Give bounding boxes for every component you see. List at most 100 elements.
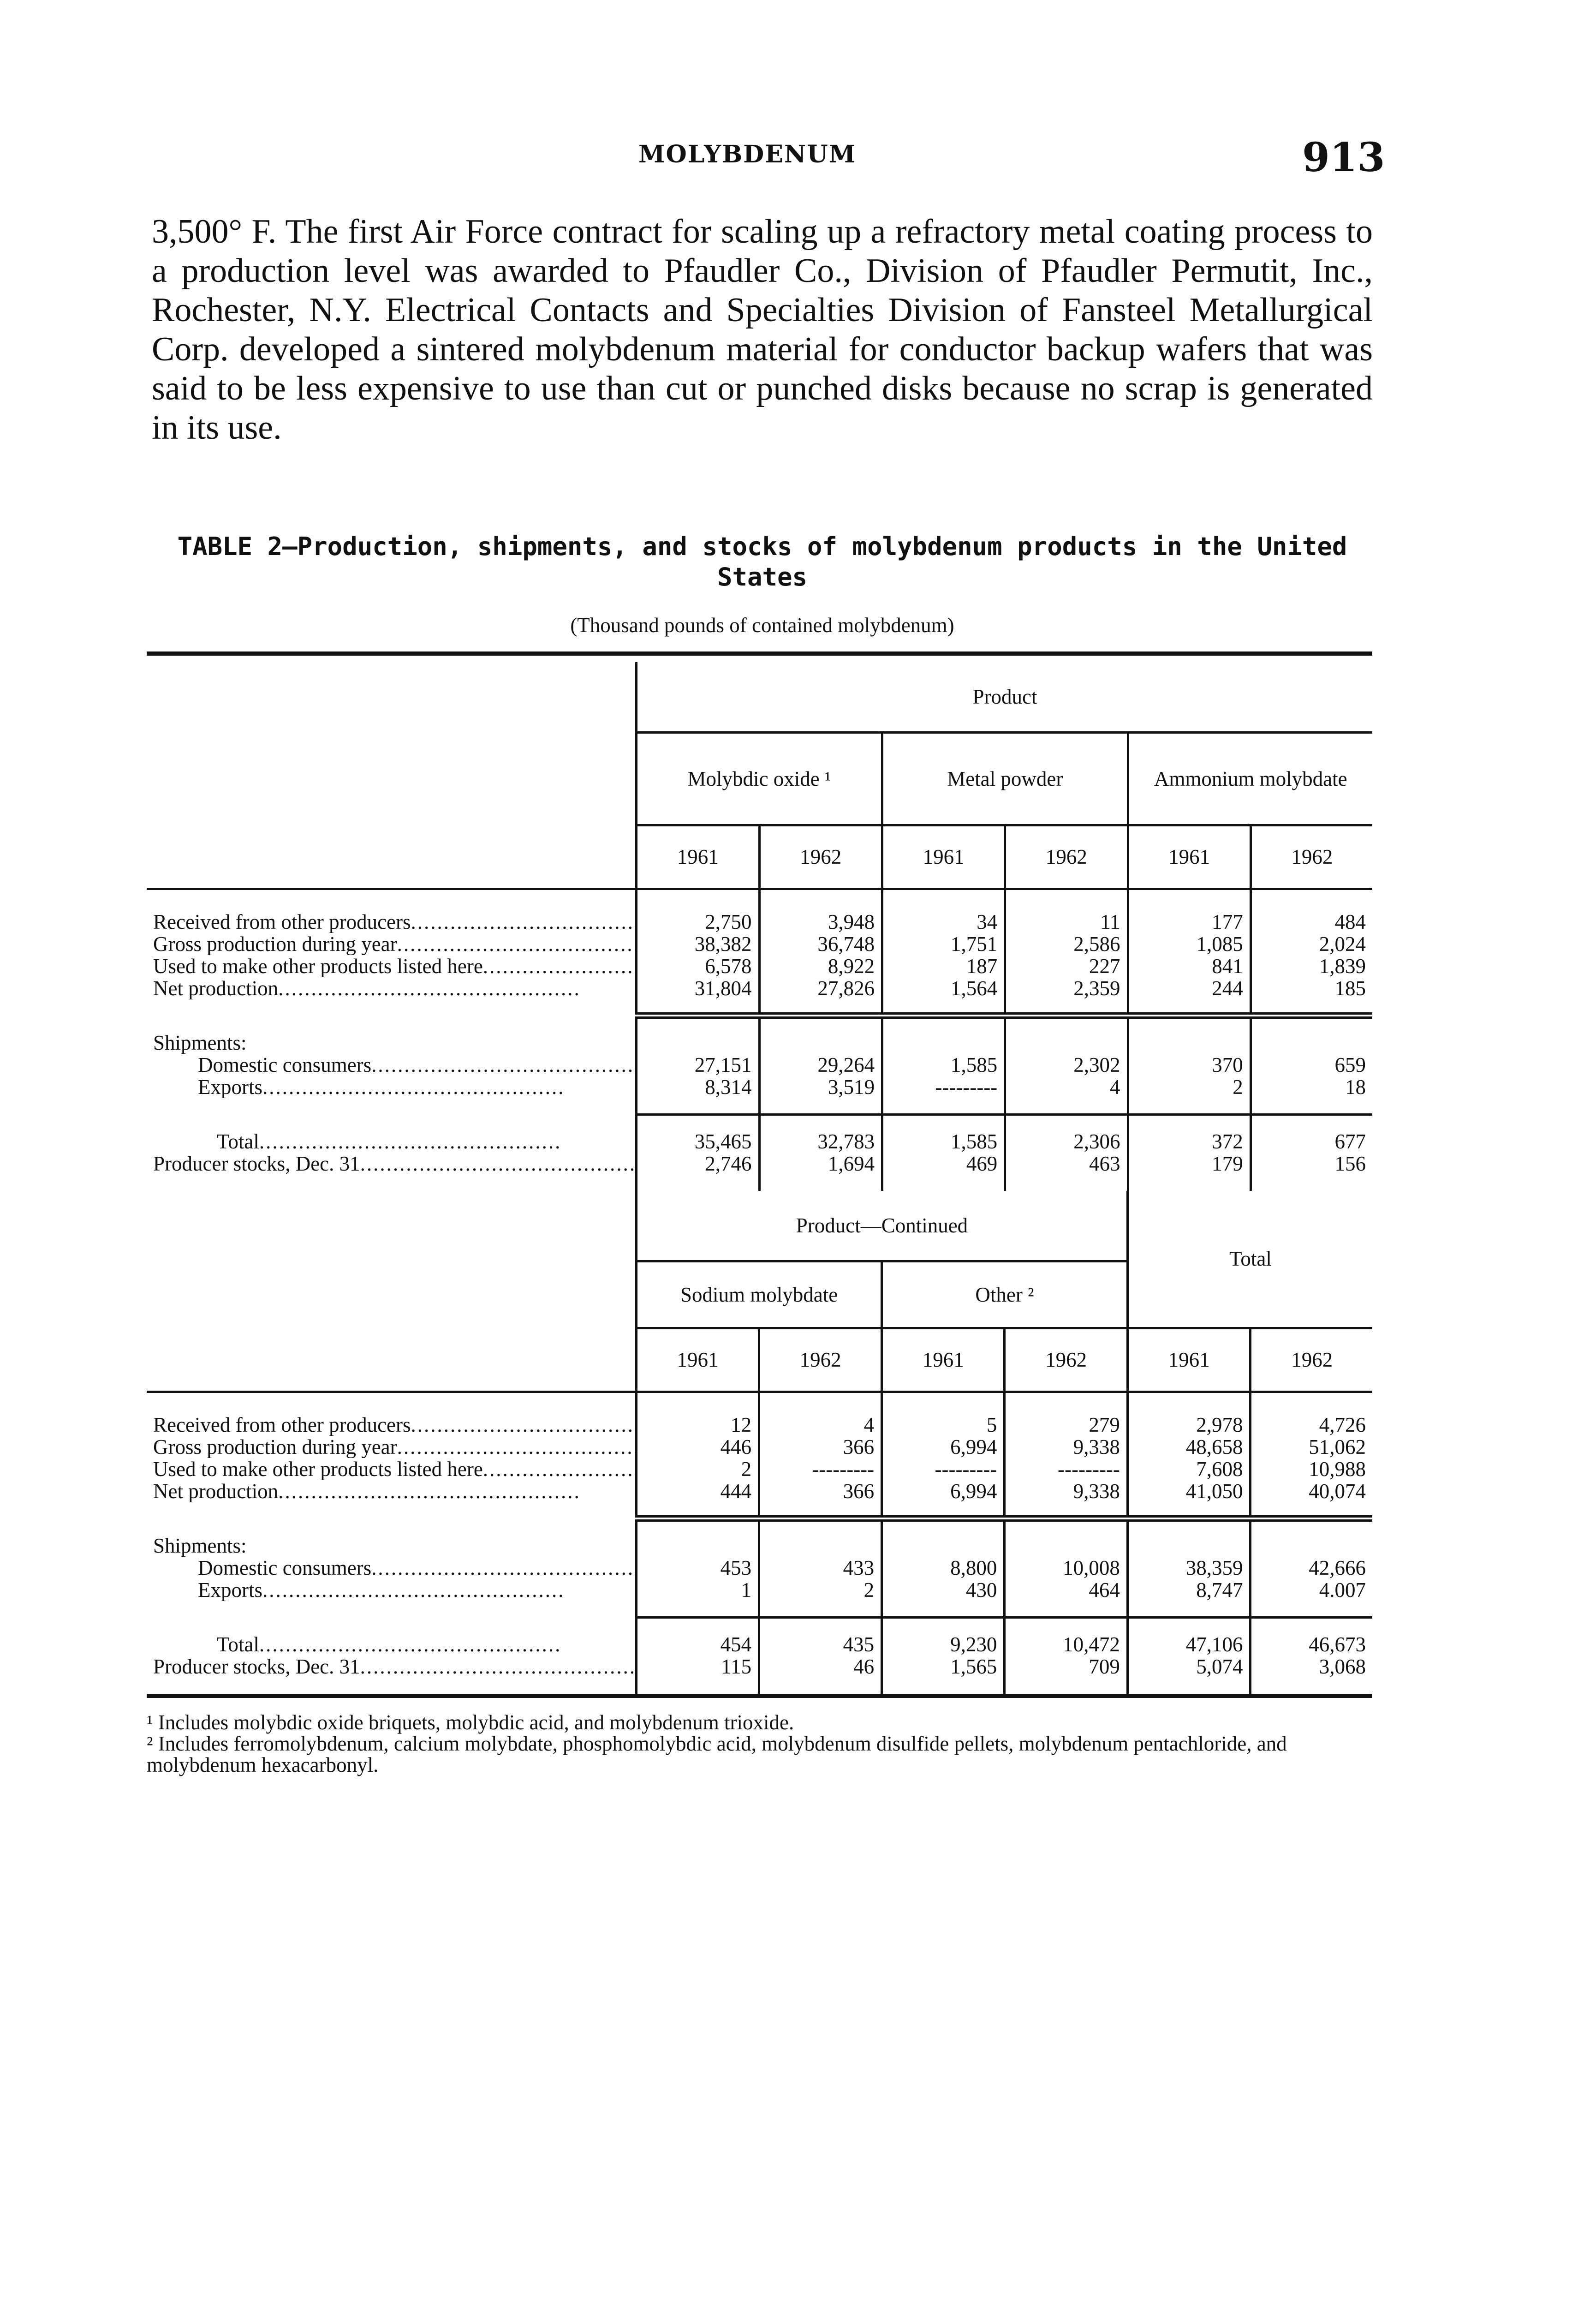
row-label: Gross production during year............…	[147, 933, 637, 955]
table-cell: 4.007	[1249, 1579, 1372, 1601]
table-row: Used to make other products listed here.…	[147, 955, 1372, 977]
table-row: Producer stocks, Dec. 31................…	[147, 1153, 1372, 1175]
leader-dots: ........................................…	[259, 1633, 562, 1656]
row-label-text: Producer stocks, Dec. 31	[153, 1656, 360, 1678]
table-row: Gross production during year............…	[147, 1436, 1372, 1458]
group-header: Product	[635, 662, 1372, 734]
table-cell: 444	[635, 1480, 759, 1502]
year-header: 1961	[1126, 1328, 1251, 1393]
table-row: Gross production during year............…	[147, 933, 1372, 955]
total-header: Total	[1126, 1191, 1372, 1329]
table-cell: 36,748	[758, 933, 882, 955]
table-cell: 464	[1003, 1579, 1128, 1601]
table-row: Domestic consumers......................…	[147, 1054, 1372, 1076]
table-cell: ---------	[758, 1458, 882, 1480]
table-cell: 47,106	[1126, 1616, 1251, 1656]
row-label: Domestic consumers......................…	[147, 1054, 637, 1076]
row-label-text: Exports	[198, 1076, 262, 1098]
leader-dots: ........................................…	[360, 1153, 637, 1175]
table-cell: 46,673	[1249, 1616, 1372, 1656]
table-cell: 2,750	[635, 911, 760, 933]
leader-dots: ........................................…	[360, 1656, 637, 1678]
row-label: Producer stocks, Dec. 31................…	[147, 1656, 637, 1678]
row-label-text: Used to make other products listed here	[153, 1458, 483, 1480]
row-label-text: Gross production during year	[153, 1436, 397, 1458]
spacer-row	[147, 1678, 1372, 1694]
row-label: Domestic consumers......................…	[147, 1557, 637, 1579]
table-cell	[1249, 1012, 1372, 1054]
row-label: Exports.................................…	[147, 1076, 637, 1098]
row-label: Shipments:	[147, 1518, 637, 1557]
table-cell: 6,994	[881, 1480, 1005, 1502]
table-row: Used to make other products listed here.…	[147, 1458, 1372, 1480]
table-row: Shipments:	[147, 1012, 1372, 1054]
table-cell: 177	[1126, 911, 1251, 933]
table-cell: 46	[758, 1656, 882, 1678]
table-cell: 2	[1126, 1076, 1251, 1098]
row-label: Total...................................…	[147, 1114, 637, 1153]
table-cell: 8,922	[758, 955, 882, 977]
table-cell: 4,726	[1249, 1414, 1372, 1436]
table-cell: 29,264	[758, 1054, 882, 1076]
table-cell: 1,085	[1126, 933, 1251, 955]
table-cell: 2,359	[1004, 977, 1128, 999]
table-cell: 27,826	[758, 977, 882, 999]
row-label: Received from other producers...........…	[147, 1414, 637, 1436]
table-cell	[881, 1012, 1005, 1054]
year-header: 1961	[881, 825, 1005, 890]
table-subtitle: (Thousand pounds of contained molybdenum…	[570, 614, 954, 637]
table-row: Received from other producers...........…	[147, 1414, 1372, 1436]
row-label-text: Producer stocks, Dec. 31	[153, 1153, 360, 1175]
table-cell: 8,800	[881, 1557, 1005, 1579]
footnotes: ¹ Includes molybdic oxide briquets, moly…	[147, 1712, 1372, 1775]
year-header: 1962	[1003, 1328, 1128, 1393]
table-cell: 454	[635, 1616, 759, 1656]
leader-dots: ........................................…	[482, 955, 637, 977]
table-cell: ---------	[881, 1458, 1005, 1480]
row-label-text: Shipments:	[153, 1534, 247, 1557]
product-header: Sodium molybdate	[635, 1261, 882, 1329]
table-cell: 446	[635, 1436, 759, 1458]
table-cell: 227	[1004, 955, 1128, 977]
table-cell: 2,586	[1004, 933, 1128, 955]
leader-dots: ........................................…	[278, 977, 581, 999]
spacer-row	[147, 1601, 1372, 1617]
table-cell: 433	[758, 1557, 882, 1579]
product-header: Molybdic oxide ¹	[635, 732, 882, 826]
row-label-text: Net production	[153, 1480, 279, 1502]
table-row: Total...................................…	[147, 1616, 1372, 1656]
row-label-text: Gross production during year	[153, 933, 397, 955]
table-row: Domestic consumers......................…	[147, 1557, 1372, 1579]
leader-dots: ........................................…	[397, 1436, 637, 1458]
table-cell: 10,472	[1003, 1616, 1128, 1656]
year-header: 1962	[1249, 825, 1372, 890]
row-label-text: Domestic consumers	[198, 1557, 372, 1579]
year-header: 1962	[1249, 1328, 1372, 1393]
table-cell: 38,382	[635, 933, 760, 955]
table-cell: 8,314	[635, 1076, 760, 1098]
table-cell: 9,338	[1003, 1436, 1128, 1458]
spacer-row	[147, 889, 1372, 911]
product-header: Metal powder	[881, 732, 1128, 826]
table-cell: 38,359	[1126, 1557, 1251, 1579]
table-cell: 463	[1004, 1153, 1128, 1175]
table-cell: 18	[1249, 1076, 1372, 1098]
leader-dots: ........................................…	[397, 933, 637, 955]
table-cell: 11	[1004, 911, 1128, 933]
table-cell: 35,465	[635, 1113, 760, 1153]
table-row: Net production..........................…	[147, 1480, 1372, 1502]
table-cell	[1126, 1515, 1251, 1557]
product-header: Ammonium molybdate	[1126, 732, 1372, 826]
table-cell: 1,585	[881, 1113, 1005, 1153]
table-cell: 366	[758, 1436, 882, 1458]
table-cell: 32,783	[758, 1113, 882, 1153]
table-cell: 1,839	[1249, 955, 1372, 977]
table-cell: 4	[758, 1414, 882, 1436]
table-cell: 1	[635, 1579, 759, 1601]
table-cell	[758, 1012, 882, 1054]
year-header: 1962	[1004, 825, 1128, 890]
table-part-2: Product—Continued Total Sodium molybdate…	[147, 1191, 1372, 1694]
year-header: 1961	[1126, 825, 1251, 890]
table-cell: 2	[635, 1458, 759, 1480]
table-cell: 179	[1126, 1153, 1251, 1175]
